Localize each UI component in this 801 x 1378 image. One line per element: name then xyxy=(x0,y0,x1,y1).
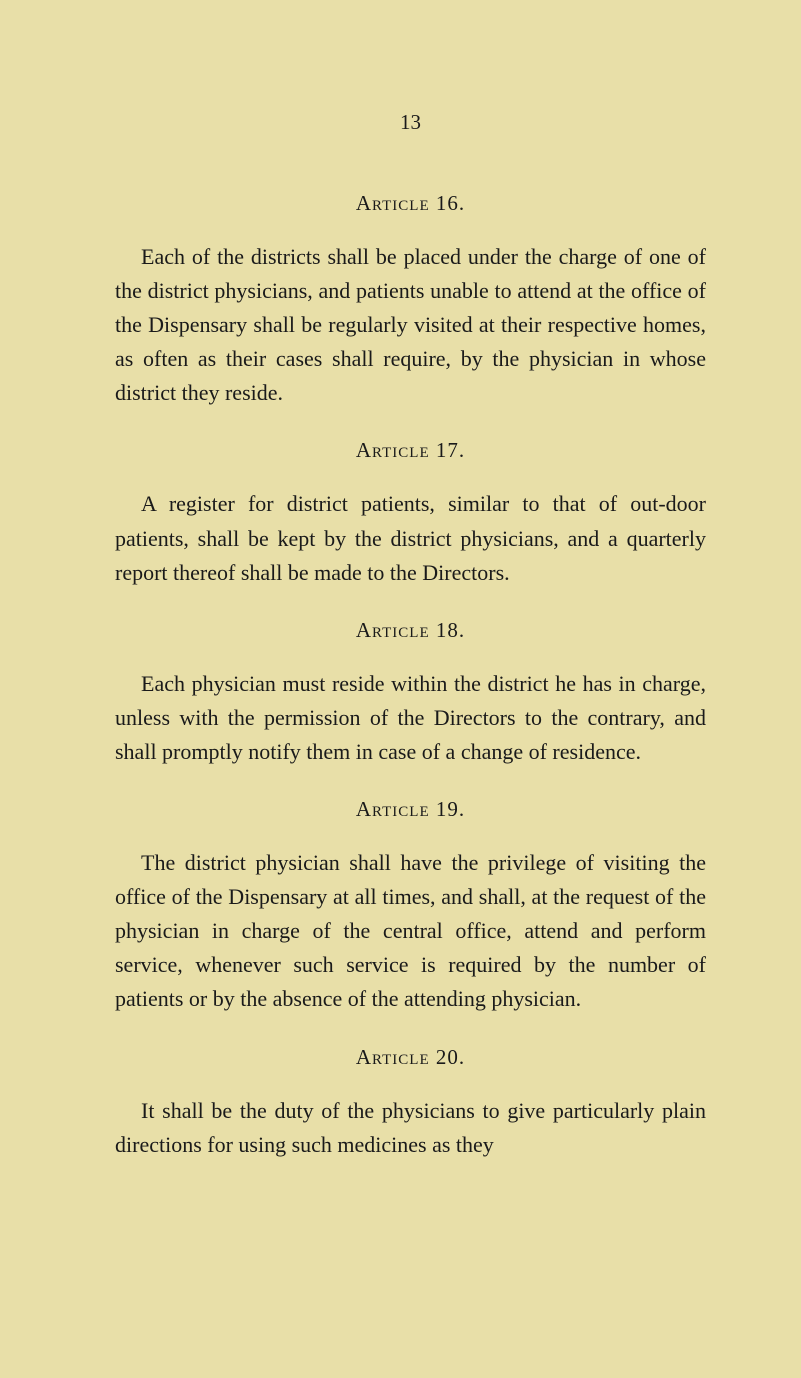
article-19-body: The district physician shall have the pr… xyxy=(115,846,706,1016)
article-18-body: Each physician must reside within the di… xyxy=(115,667,706,769)
article-17-body: A register for district patients, simila… xyxy=(115,487,706,589)
article-20-section: Article 20. It shall be the duty of the … xyxy=(115,1045,706,1162)
article-19-heading: Article 19. xyxy=(115,797,706,822)
article-18-section: Article 18. Each physician must reside w… xyxy=(115,618,706,769)
page-number: 13 xyxy=(115,110,706,135)
article-17-section: Article 17. A register for district pati… xyxy=(115,438,706,589)
article-18-heading: Article 18. xyxy=(115,618,706,643)
article-16-heading: Article 16. xyxy=(115,191,706,216)
article-20-heading: Article 20. xyxy=(115,1045,706,1070)
article-19-section: Article 19. The district physician shall… xyxy=(115,797,706,1016)
article-17-heading: Article 17. xyxy=(115,438,706,463)
article-20-body: It shall be the duty of the physicians t… xyxy=(115,1094,706,1162)
article-16-body: Each of the districts shall be placed un… xyxy=(115,240,706,410)
article-16-section: Article 16. Each of the districts shall … xyxy=(115,191,706,410)
